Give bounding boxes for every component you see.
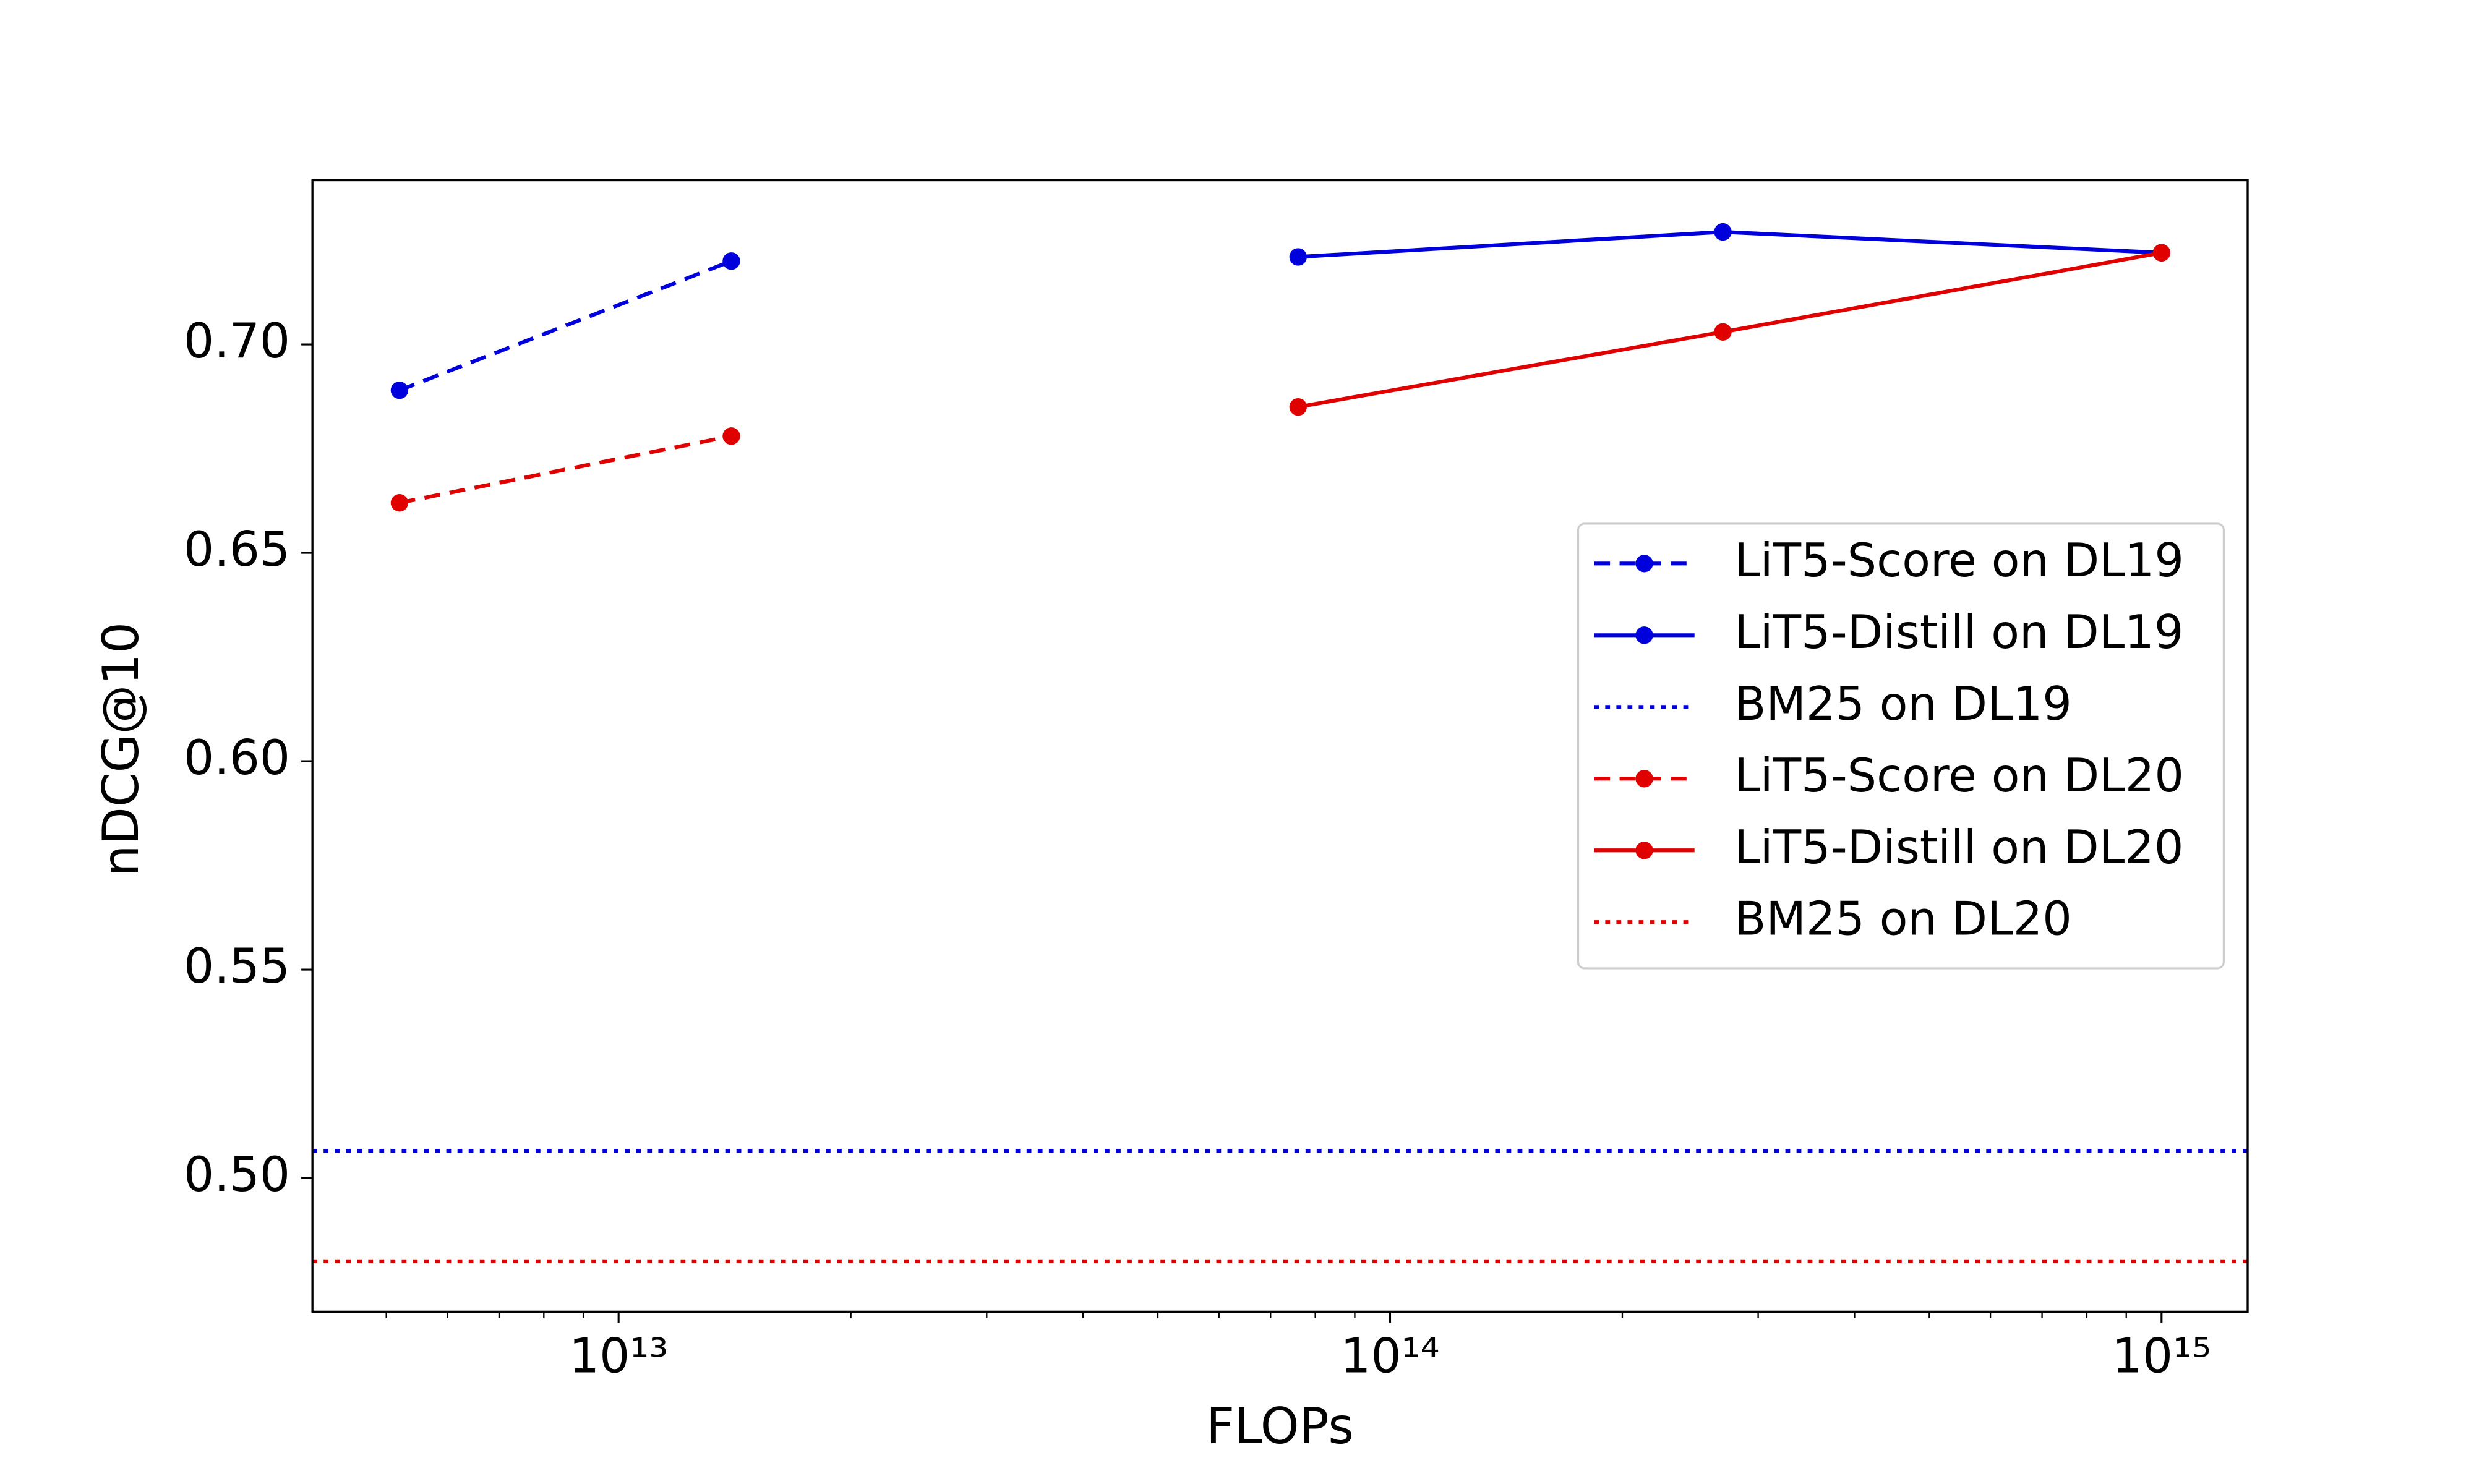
data-point — [390, 493, 409, 512]
legend: LiT5-Score on DL19 LiT5-Distill on DL19 BM… — [1577, 522, 2225, 970]
legend-marker — [1635, 770, 1653, 788]
y-axis-label: nDCG@10 — [92, 622, 150, 876]
y-tick-label: 0.50 — [184, 1147, 290, 1203]
legend-label: LiT5-Score on DL19 — [1734, 534, 2184, 587]
data-point — [1289, 248, 1308, 266]
legend-label: LiT5-Distill on DL20 — [1734, 821, 2183, 874]
legend-marker — [1635, 555, 1653, 573]
legend-label: BM25 on DL19 — [1734, 677, 2072, 731]
legend-box — [1577, 522, 2225, 970]
data-point — [1714, 223, 1732, 241]
legend-label: LiT5-Distill on DL19 — [1734, 605, 2183, 659]
x-tick-label: 10¹⁵ — [2112, 1329, 2211, 1384]
x-tick-label: 10¹³ — [569, 1329, 668, 1384]
data-point — [390, 382, 409, 399]
x-axis-label: FLOPs — [1206, 1397, 1354, 1455]
y-tick-label: 0.70 — [184, 313, 290, 369]
data-point — [2152, 244, 2170, 262]
series-line — [398, 259, 732, 393]
plot-frame — [311, 179, 2249, 1313]
legend-marker — [1635, 626, 1653, 644]
y-tick-label: 0.55 — [184, 939, 290, 994]
data-point — [722, 427, 740, 445]
y-tick-label: 0.65 — [184, 522, 290, 578]
y-tick-label: 0.60 — [184, 730, 290, 786]
data-point — [722, 252, 740, 270]
x-tick-label: 10¹⁴ — [1340, 1329, 1439, 1384]
series-line — [399, 434, 732, 505]
legend-marker — [1635, 842, 1653, 859]
legend-label: BM25 on DL20 — [1734, 892, 2072, 946]
data-point — [1289, 398, 1308, 416]
legend-label: LiT5-Score on DL20 — [1734, 749, 2184, 803]
data-point — [1714, 323, 1732, 341]
